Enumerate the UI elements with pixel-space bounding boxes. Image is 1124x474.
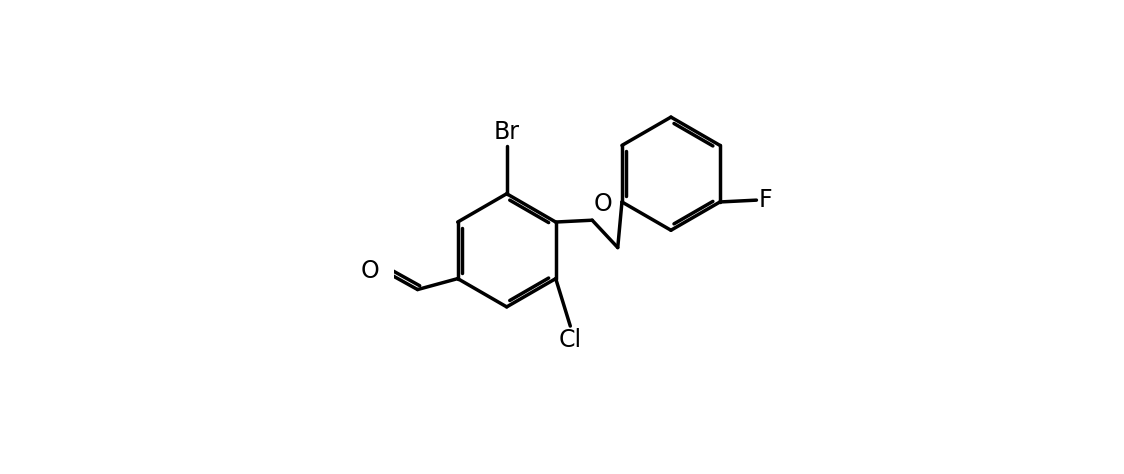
Text: O: O: [593, 192, 613, 216]
Text: Br: Br: [493, 120, 519, 145]
Text: F: F: [759, 188, 772, 212]
Text: O: O: [361, 259, 379, 283]
Text: Cl: Cl: [559, 328, 582, 352]
